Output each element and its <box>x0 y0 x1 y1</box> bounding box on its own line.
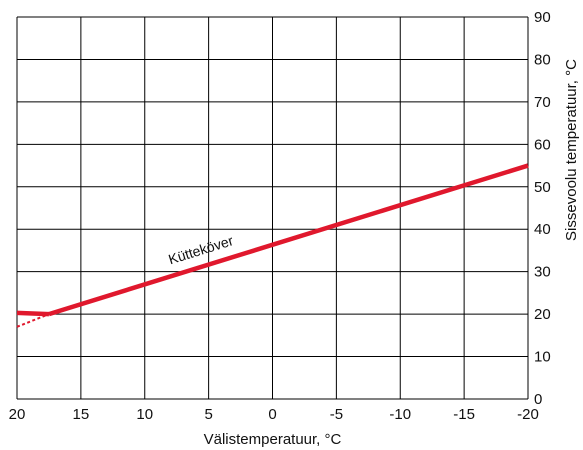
y-axis-title: Sissevoolu temperatuur, °C <box>563 59 580 241</box>
curve-segment-1 <box>48 163 529 317</box>
x-tick-labels: 20 15 10 5 0 -5 -10 -15 -20 <box>9 406 539 423</box>
x-tick-label-3: 5 <box>204 406 212 423</box>
y-tick-label-7: 70 <box>534 94 551 111</box>
x-tick-label-6: -10 <box>389 406 411 423</box>
y-tick-label-3: 30 <box>534 264 551 281</box>
x-axis-title: Välistemperatuur, °C <box>204 431 342 448</box>
x-tick-label-4: 0 <box>268 406 276 423</box>
grid <box>16 16 529 400</box>
curve-segment-2 <box>16 313 50 328</box>
x-tick-label-0: 20 <box>9 406 26 423</box>
curve-annotation: Kütteköver <box>166 232 235 267</box>
series-group <box>16 163 529 328</box>
y-tick-label-4: 40 <box>534 221 551 238</box>
y-tick-label-1: 10 <box>534 349 551 366</box>
y-tick-label-6: 60 <box>534 136 551 153</box>
x-tick-label-7: -15 <box>453 406 475 423</box>
x-tick-label-1: 15 <box>73 406 90 423</box>
x-tick-label-2: 10 <box>136 406 153 423</box>
y-tick-label-9: 90 <box>534 9 551 26</box>
y-tick-label-8: 80 <box>534 51 551 68</box>
x-tick-label-8: -20 <box>517 406 539 423</box>
y-tick-label-0: 0 <box>534 391 542 408</box>
y-tick-labels: 0 10 20 30 40 50 60 70 80 90 <box>534 9 551 408</box>
x-tick-label-5: -5 <box>330 406 343 423</box>
y-tick-label-5: 50 <box>534 179 551 196</box>
y-tick-label-2: 20 <box>534 306 551 323</box>
curve-segment-0 <box>16 310 50 317</box>
